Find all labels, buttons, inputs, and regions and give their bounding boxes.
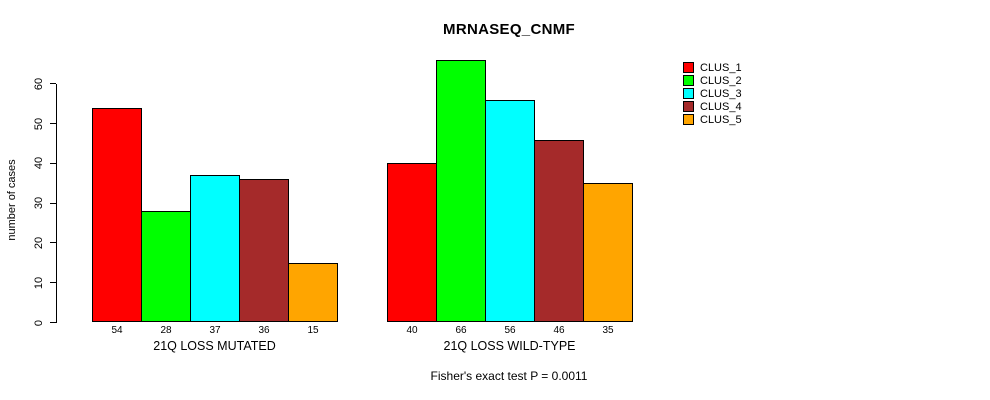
y-tick-label: 10 [33,276,45,289]
legend-item: CLUS_5 [683,113,742,126]
x-group-label: 21Q LOSS WILD-TYPE [443,339,576,353]
legend: CLUS_1 CLUS_2 CLUS_3 CLUS_4 CLUS_5 [683,61,742,126]
bar-clus-2-group-1 [141,211,191,323]
y-tick-mark [50,282,56,284]
y-tick-mark [50,162,56,164]
legend-item: CLUS_2 [683,74,742,87]
y-tick-mark [50,322,56,323]
x-group-label: 21Q LOSS MUTATED [153,339,276,353]
legend-item: CLUS_1 [683,61,742,74]
legend-label: CLUS_4 [700,100,742,113]
y-tick-mark [50,242,56,244]
bar-value-label: 35 [602,325,614,336]
legend-swatch-icon [683,101,694,112]
bar-clus-2-group-2 [436,59,486,323]
bar-value-label: 15 [307,325,319,336]
chart-title: MRNASEQ_CNMF [443,21,575,38]
legend-item: CLUS_4 [683,100,742,113]
legend-label: CLUS_1 [700,61,742,74]
legend-label: CLUS_3 [700,87,742,100]
annotation-text: Fisher's exact test P = 0.0011 [430,369,588,383]
legend-label: CLUS_2 [700,74,742,87]
bar-value-label: 54 [111,325,123,336]
legend-swatch-icon [683,88,694,99]
y-tick-label: 0 [33,319,45,326]
bar-clus-1-group-2 [387,163,437,323]
y-tick-label: 40 [33,157,45,170]
y-tick-mark [50,123,56,125]
y-tick-label: 30 [33,197,45,210]
legend-item: CLUS_3 [683,87,742,100]
bar-value-label: 66 [455,325,467,336]
bar-value-label: 46 [553,325,565,336]
bar-clus-4-group-2 [534,139,584,323]
bar-value-label: 40 [406,325,418,336]
bar-clus-5-group-1 [288,262,338,323]
bar-value-label: 56 [504,325,516,336]
legend-swatch-icon [683,62,694,73]
y-tick-label: 60 [33,77,45,90]
bar-value-label: 37 [209,325,221,336]
legend-label: CLUS_5 [700,113,742,126]
bar-value-label: 28 [160,325,172,336]
y-tick-label: 50 [33,117,45,130]
y-tick-label: 20 [33,236,45,250]
legend-swatch-icon [683,114,694,125]
bar-clus-3-group-1 [190,175,240,323]
legend-swatch-icon [683,75,694,86]
y-axis-line [56,83,57,324]
bar-clus-3-group-2 [485,99,535,323]
y-tick-mark [50,202,56,204]
bar-value-label: 36 [258,325,270,336]
bar-clus-1-group-1 [92,107,142,323]
bar-clus-4-group-1 [239,179,289,323]
y-tick-mark [50,83,56,85]
bar-clus-5-group-2 [583,183,633,323]
